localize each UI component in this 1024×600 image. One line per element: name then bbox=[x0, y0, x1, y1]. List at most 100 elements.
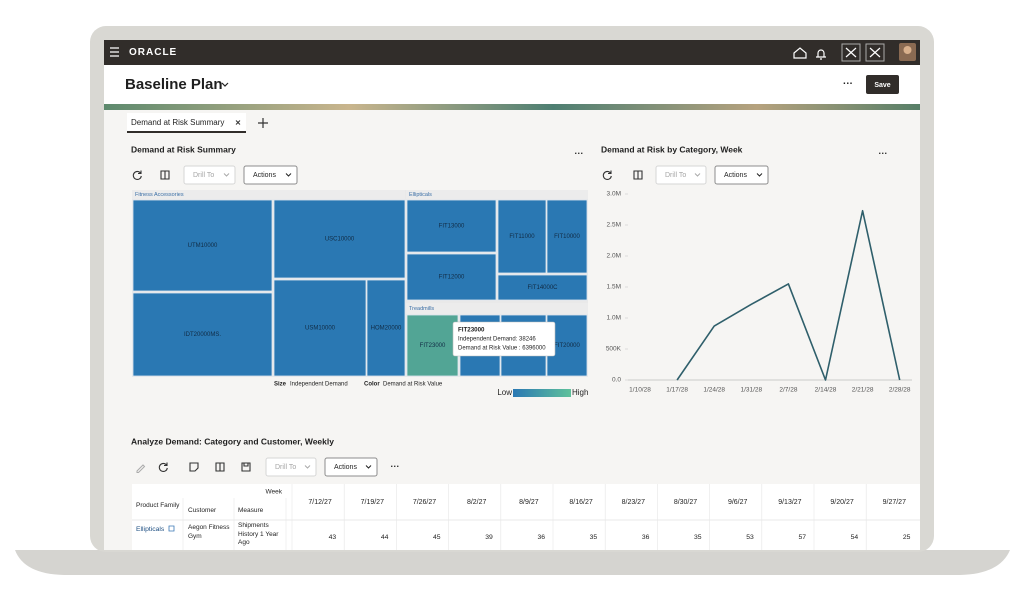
tab-underline bbox=[127, 131, 246, 133]
treemap-cell[interactable] bbox=[497, 199, 547, 274]
refresh-icon[interactable] bbox=[158, 462, 168, 472]
tooltip-line: Demand at Risk Value : 6396000 bbox=[458, 346, 546, 352]
toolbar-menu[interactable]: ··· bbox=[391, 461, 400, 471]
row-customer-box: Aegon Fitness Gym bbox=[188, 524, 230, 540]
dropdown-label: Drill To bbox=[665, 172, 686, 179]
dropdown-label: Actions bbox=[253, 172, 276, 179]
title-chevron[interactable] bbox=[221, 82, 229, 87]
y-tick-label: 2.5M bbox=[607, 222, 621, 229]
dropdown-chevron bbox=[365, 465, 372, 469]
legend-size-value: Independent Demand bbox=[290, 382, 348, 388]
treemap-cell-label: FIT20000 bbox=[554, 343, 580, 349]
decorative-band bbox=[104, 104, 920, 110]
x-tick-label: 2/28/28 bbox=[889, 387, 911, 394]
screen: ORACLE Baseline Plan ··· Save Demand at … bbox=[104, 40, 920, 550]
y-tick-label: 1.0M bbox=[607, 315, 621, 322]
date-header: 7/19/27 bbox=[361, 499, 384, 506]
tool-icon bbox=[845, 47, 857, 58]
dropdown[interactable] bbox=[324, 457, 378, 477]
panel-menu[interactable]: ··· bbox=[575, 148, 584, 158]
home-icon[interactable] bbox=[793, 47, 807, 59]
laptop-base bbox=[15, 550, 1010, 575]
view-icon[interactable] bbox=[160, 170, 170, 180]
x-tick-label: 2/14/28 bbox=[815, 387, 837, 394]
treemap-cell[interactable] bbox=[406, 199, 497, 253]
date-header: 9/27/27 bbox=[883, 499, 906, 506]
dropdown[interactable] bbox=[243, 165, 298, 185]
tool-icon bbox=[869, 47, 881, 58]
y-tick-label: 1.5M bbox=[607, 284, 621, 291]
treemap-cell[interactable] bbox=[273, 279, 367, 377]
treemap-group-label: Fitness Accessories bbox=[135, 192, 184, 198]
week-label: Week bbox=[266, 489, 283, 496]
legend-high: High bbox=[572, 388, 588, 397]
treemap-cell-label: FIT13000 bbox=[439, 224, 465, 230]
date-header: 8/23/27 bbox=[622, 499, 645, 506]
treemap-cell[interactable] bbox=[366, 279, 406, 377]
table-cell: 36 bbox=[642, 534, 650, 541]
dropdown-label: Actions bbox=[334, 464, 357, 471]
treemap-cell[interactable] bbox=[273, 199, 406, 279]
refresh-icon[interactable] bbox=[132, 170, 142, 180]
treemap-cell[interactable] bbox=[546, 199, 588, 274]
treemap-group-label: Treadmills bbox=[409, 306, 434, 312]
treemap-cell-label: UTM10000 bbox=[188, 243, 218, 249]
treemap-cell[interactable] bbox=[406, 314, 459, 377]
menu-icon[interactable] bbox=[110, 47, 119, 57]
panel-menu[interactable]: ··· bbox=[879, 148, 888, 158]
view-icon[interactable] bbox=[215, 462, 225, 472]
add-tab[interactable] bbox=[258, 118, 268, 128]
dropdown-chevron bbox=[304, 465, 311, 469]
save-icon[interactable] bbox=[241, 462, 251, 472]
dropdown-label: Actions bbox=[724, 172, 747, 179]
dropdown-chevron bbox=[694, 173, 701, 177]
treemap-cell-label: USC10000 bbox=[325, 237, 355, 243]
dropdown-chevron bbox=[756, 173, 763, 177]
treemap-cell[interactable] bbox=[497, 274, 588, 301]
more-menu[interactable]: ··· bbox=[843, 79, 853, 90]
page-title: Baseline Plan bbox=[125, 76, 223, 93]
date-header: 8/9/27 bbox=[519, 499, 539, 506]
legend-gradient bbox=[513, 389, 571, 397]
treemap-cell-label: FIT10000 bbox=[554, 234, 580, 240]
legend-color-label: Color bbox=[364, 382, 380, 388]
treemap-group-header bbox=[406, 190, 588, 199]
treemap-cell[interactable] bbox=[132, 199, 273, 292]
legend-color-value: Demand at Risk Value bbox=[383, 382, 443, 388]
x-tick-label: 2/21/28 bbox=[852, 387, 874, 394]
table-cell: 45 bbox=[433, 534, 441, 541]
tool-button[interactable] bbox=[865, 43, 885, 62]
brand: ORACLE bbox=[129, 47, 177, 58]
dropdown[interactable] bbox=[714, 165, 769, 185]
row-family: Ellipticals bbox=[136, 526, 165, 533]
date-header: 7/26/27 bbox=[413, 499, 436, 506]
column-header: Product Family bbox=[136, 502, 180, 509]
row-link-icon[interactable] bbox=[168, 525, 175, 532]
treemap-group-header bbox=[132, 190, 405, 199]
refresh-icon[interactable] bbox=[602, 170, 612, 180]
tool-button[interactable] bbox=[841, 43, 861, 62]
note-icon[interactable] bbox=[189, 462, 199, 472]
treemap-cell-label: FIT23000 bbox=[420, 343, 446, 349]
column-header-box: Product Family bbox=[136, 502, 180, 509]
treemap-cell[interactable] bbox=[406, 253, 497, 301]
table-bg bbox=[132, 484, 920, 550]
bell-icon[interactable] bbox=[816, 49, 826, 60]
tab[interactable] bbox=[127, 113, 246, 133]
legend-low: Low bbox=[497, 388, 512, 397]
table-cell: 53 bbox=[746, 534, 754, 541]
tab-close[interactable] bbox=[235, 120, 241, 125]
y-tick-label: 2.0M bbox=[607, 253, 621, 260]
save-button[interactable] bbox=[866, 75, 899, 94]
edit-icon bbox=[136, 464, 146, 473]
date-header: 9/13/27 bbox=[778, 499, 801, 506]
row-measure-box: Shipments History 1 Year Ago bbox=[238, 522, 278, 546]
column-header: Customer bbox=[188, 507, 217, 514]
treemap-cell[interactable] bbox=[132, 292, 273, 377]
panel-title: Demand at Risk Summary bbox=[131, 144, 236, 154]
y-tick-label: 0.0 bbox=[612, 377, 621, 384]
dropdown-label: Drill To bbox=[275, 464, 296, 471]
view-icon[interactable] bbox=[633, 170, 643, 180]
table-cell: 25 bbox=[903, 534, 911, 541]
top-bar bbox=[104, 40, 920, 65]
